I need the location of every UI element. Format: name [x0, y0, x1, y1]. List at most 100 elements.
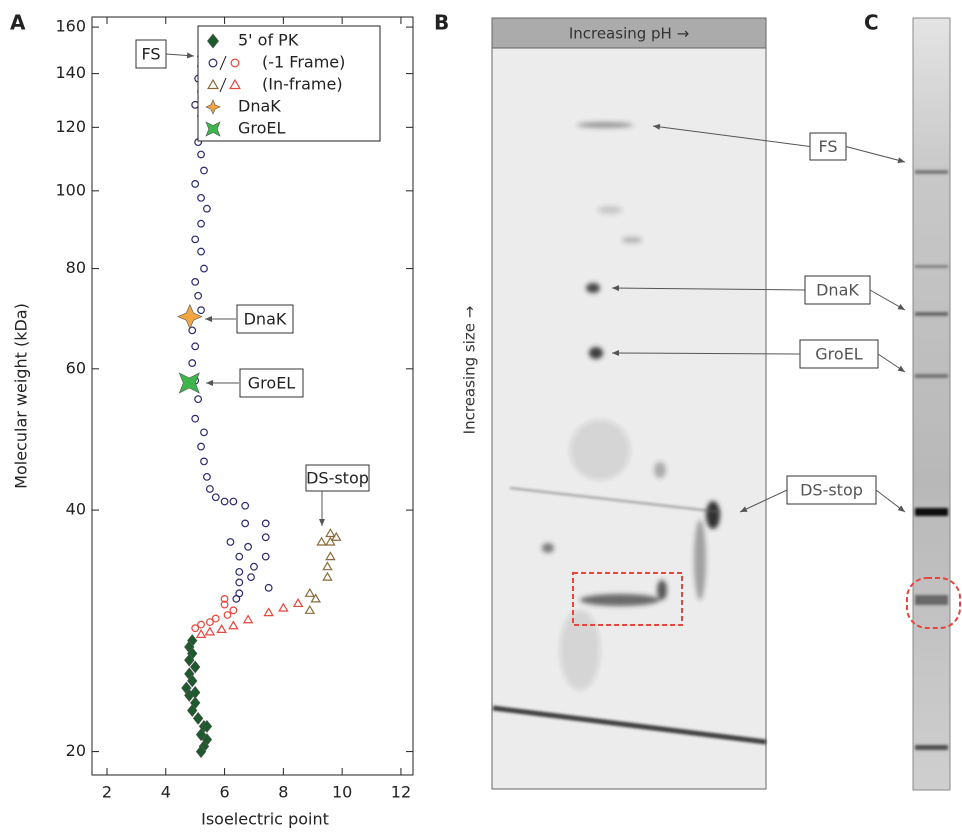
point [216, 624, 227, 634]
point [223, 611, 232, 619]
point [200, 457, 208, 466]
point [191, 342, 200, 351]
point [194, 291, 203, 300]
gel-image [491, 17, 767, 790]
y-tick-label: 20 [66, 741, 86, 760]
point [197, 442, 205, 451]
point [325, 536, 336, 546]
point [220, 594, 229, 603]
point [264, 583, 273, 592]
point [220, 600, 229, 609]
point [195, 628, 207, 638]
point [191, 180, 200, 188]
point [201, 719, 213, 733]
annotation-box [305, 464, 370, 492]
point [247, 573, 255, 582]
legend-label: (In-frame) [262, 75, 343, 94]
legend-label: 5' of PK [238, 31, 299, 50]
point [197, 219, 205, 228]
annotation: DS-stop [306, 469, 369, 488]
point [189, 685, 201, 699]
point [226, 538, 235, 546]
gel: Increasing pH → Increasing size → [461, 17, 767, 790]
point [189, 660, 201, 674]
gel-label: FS [818, 137, 837, 156]
point [203, 472, 211, 481]
point [187, 704, 198, 718]
label-box [799, 339, 879, 369]
annotation-box [239, 368, 304, 398]
point [229, 497, 238, 506]
point [322, 561, 333, 571]
annotation-arrow [165, 52, 195, 59]
x-tick-label: 8 [278, 783, 288, 802]
point [241, 501, 250, 510]
y-tick-label: 40 [66, 500, 86, 519]
highlight-box [906, 577, 961, 629]
gel-header-label: Increasing pH → [569, 25, 689, 43]
point [232, 594, 241, 603]
point [244, 542, 252, 551]
y-tick-label: 60 [66, 358, 86, 377]
point [292, 598, 304, 608]
point [263, 607, 274, 617]
y-tick-label: 80 [66, 258, 86, 277]
panel-label: B [434, 11, 449, 35]
plot-frame [91, 16, 414, 776]
legend-separator [219, 55, 227, 71]
point [331, 531, 342, 541]
point [235, 578, 244, 587]
x-tick-label: 10 [332, 783, 352, 802]
point [241, 519, 250, 528]
point [200, 264, 208, 273]
point [188, 326, 197, 335]
x-axis-label: Isoelectric point [201, 810, 329, 829]
gel-header [491, 17, 767, 49]
gel-arrow [611, 285, 806, 292]
gel-lane [906, 17, 961, 791]
gel-arrow [611, 350, 801, 357]
gel-label: GroEL [815, 345, 863, 364]
point [322, 571, 333, 581]
y-tick-label: 140 [55, 63, 86, 82]
point [177, 303, 203, 330]
legend-separator [219, 77, 227, 93]
legend-symbol [207, 33, 219, 49]
point [235, 567, 244, 576]
point [195, 728, 207, 742]
y-axis-label: Molecular weight (kDa) [12, 303, 31, 489]
point [304, 604, 316, 614]
point [184, 653, 195, 667]
annotation: GroEL [248, 374, 296, 393]
x-tick-label: 12 [391, 783, 411, 802]
gel-label: DS-stop [800, 481, 863, 500]
point [178, 372, 200, 394]
label-box [786, 475, 877, 505]
gel-arrow [875, 489, 906, 513]
point [304, 587, 316, 597]
point [229, 606, 238, 615]
gel-arrow [739, 489, 788, 513]
point [325, 551, 336, 561]
gel-spots [542, 122, 720, 690]
gel-side-label: Increasing size → [461, 306, 479, 435]
gel-arrow [869, 289, 906, 311]
point [188, 359, 197, 367]
legend-symbol [229, 78, 241, 90]
point [325, 528, 336, 538]
point [310, 593, 321, 603]
legend-symbol [205, 121, 221, 137]
point [205, 485, 214, 493]
point [200, 428, 208, 437]
point [187, 674, 198, 688]
y-tick-label: 100 [55, 180, 86, 199]
point [197, 193, 205, 202]
x-tick-label: 2 [102, 783, 112, 802]
point [204, 626, 216, 636]
point [228, 620, 239, 630]
legend-label: (-1 Frame) [262, 53, 345, 72]
point [250, 562, 258, 571]
point [197, 150, 205, 159]
point [191, 414, 200, 423]
